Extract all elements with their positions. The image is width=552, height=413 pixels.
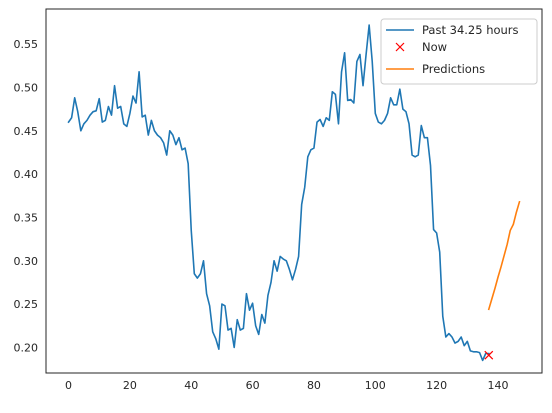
- series-line-predictions: [487, 200, 521, 311]
- y-tick-label: 0.50: [14, 81, 39, 94]
- y-tick-label: 0.20: [14, 341, 39, 354]
- y-tick-label: 0.55: [14, 38, 39, 51]
- legend-label-now: Now: [422, 40, 447, 54]
- legend-swatch-now: [395, 42, 405, 52]
- x-tick-label: 0: [65, 379, 72, 392]
- x-tick-label: 20: [123, 379, 137, 392]
- x-tick-label: 140: [487, 379, 508, 392]
- axes-frame: [45, 8, 543, 374]
- legend-box: [380, 18, 538, 85]
- y-tick-label: 0.45: [14, 125, 39, 138]
- y-tick-label: 0.30: [14, 255, 39, 268]
- x-tick-label: 100: [365, 379, 386, 392]
- y-tick-label: 0.40: [14, 168, 39, 181]
- x-axis-ticks: 0 20 40 60 80 100 120 140: [65, 379, 508, 392]
- legend: Past 34.25 hours Now Predictions: [380, 18, 538, 85]
- x-tick-label: 60: [246, 379, 260, 392]
- x-tick-label: 120: [426, 379, 447, 392]
- legend-label-predictions: Predictions: [422, 62, 485, 76]
- series-line-past: [67, 24, 490, 362]
- x-tick-label: 80: [307, 379, 321, 392]
- y-tick-label: 0.35: [14, 211, 39, 224]
- legend-label-past: Past 34.25 hours: [422, 23, 519, 37]
- now-marker: [484, 350, 494, 360]
- x-tick-label: 40: [184, 379, 198, 392]
- y-tick-label: 0.25: [14, 298, 39, 311]
- plot-marks: [67, 24, 521, 362]
- y-axis-ticks: 0.20 0.25 0.30 0.35 0.40 0.45 0.50 0.55: [14, 38, 39, 354]
